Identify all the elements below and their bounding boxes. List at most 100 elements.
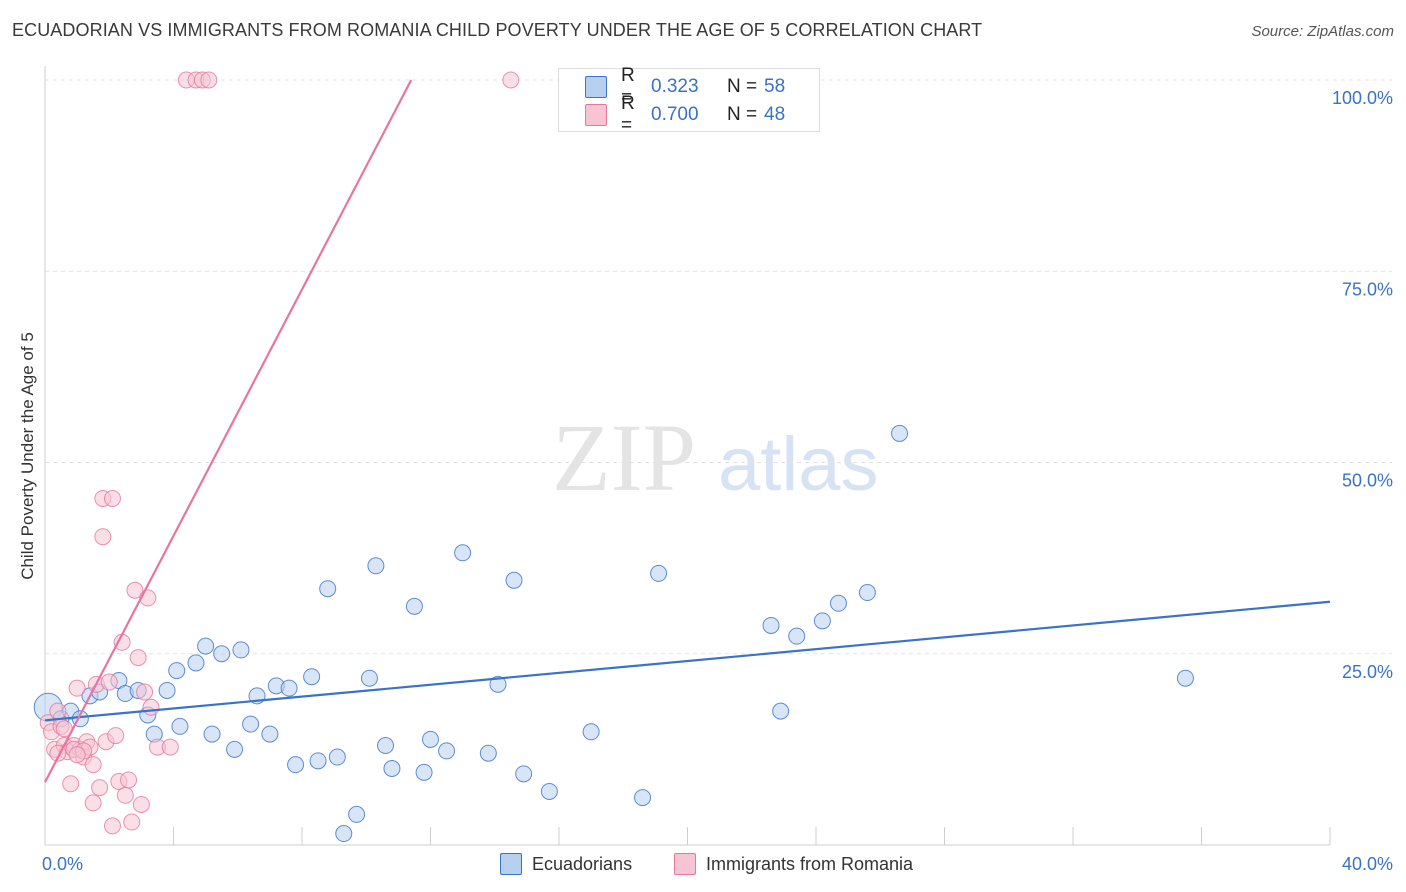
y-tick-label: 100.0% — [1332, 88, 1393, 108]
romania-point — [100, 673, 118, 691]
romania-trend-line — [44, 79, 413, 783]
ecuadorian-point — [309, 752, 327, 770]
romania-point — [142, 698, 160, 716]
ecuadorian-point — [171, 717, 189, 735]
romania-point — [123, 813, 141, 831]
ecuadorian-point — [634, 789, 652, 807]
blue-swatch-icon — [500, 853, 522, 875]
ecuadorian-trend-line — [44, 600, 1331, 722]
ecuadorian-point — [348, 805, 366, 823]
romania-point — [136, 683, 154, 701]
romania-point — [84, 794, 102, 812]
romania-point — [161, 738, 179, 756]
romania-point — [49, 702, 67, 720]
ecuadorian-point — [489, 675, 507, 693]
blue-swatch-icon — [585, 76, 607, 98]
tick-labels: 25.0% 50.0% 75.0% 100.0% 0.0% 40.0% — [42, 88, 1393, 874]
trend-lines — [44, 79, 1331, 783]
romania-point — [91, 779, 109, 797]
pink-swatch-icon — [674, 853, 696, 875]
ecuadorian-point — [829, 594, 847, 612]
ecuadorian-point — [891, 424, 909, 442]
ecuadorian-point — [479, 744, 497, 762]
legend-row-ecuadorians: R = 0.323 N = 58 — [585, 65, 786, 108]
romania-point — [502, 71, 520, 89]
ecuadorian-point — [203, 725, 221, 743]
ecuadorian-point — [367, 557, 385, 575]
ecuadorian-point — [762, 616, 780, 634]
ecuadorian-point — [168, 662, 186, 680]
romania-point — [132, 795, 150, 813]
r-value: 0.700 — [651, 104, 699, 125]
ecuadorian-point — [287, 756, 305, 774]
r-value: 0.323 — [651, 76, 699, 97]
legend-row-romania: R = 0.700 N = 48 — [585, 93, 786, 136]
chart-title: ECUADORIAN VS IMMIGRANTS FROM ROMANIA CH… — [12, 20, 983, 40]
romania-point — [107, 727, 125, 745]
y-tick-label: 50.0% — [1342, 471, 1393, 491]
x-tick-label-min: 0.0% — [42, 854, 83, 874]
ecuadorian-point — [360, 669, 378, 687]
ecuadorian-point — [582, 723, 600, 741]
romania-point — [62, 775, 80, 793]
ecuadorian-point — [438, 742, 456, 760]
n-label: N = — [727, 76, 758, 97]
n-value: 48 — [764, 104, 786, 125]
source-label: Source: ZipAtlas.com — [1251, 23, 1394, 40]
romania-point — [103, 489, 121, 507]
watermark-atlas: atlas — [718, 422, 879, 507]
ecuadorian-point — [232, 641, 250, 659]
ecuadorian-point — [280, 679, 298, 697]
ecuadorian-point — [303, 668, 321, 686]
series-romania — [39, 71, 520, 835]
ecuadorian-point — [377, 737, 395, 755]
romania-point — [84, 756, 102, 774]
ecuadorian-point — [813, 612, 831, 630]
x-tick-label-max: 40.0% — [1342, 854, 1393, 874]
ecuadorian-point — [158, 681, 176, 699]
ecuadorian-point — [650, 564, 668, 582]
gridlines — [45, 79, 1392, 655]
romania-point — [120, 771, 138, 789]
ecuadorian-point — [454, 544, 472, 562]
ecuadorian-point — [319, 580, 337, 598]
romania-point — [68, 746, 86, 764]
n-label: N = — [727, 104, 758, 125]
watermark-zip: ZIP — [552, 404, 696, 511]
ecuadorian-point — [405, 597, 423, 615]
ecuadorian-point — [213, 645, 231, 663]
ecuadorian-point — [505, 571, 523, 589]
legend-item-romania: Immigrants from Romania — [674, 852, 913, 876]
pink-swatch-icon — [585, 104, 607, 126]
n-value: 58 — [764, 76, 786, 97]
ecuadorian-point — [422, 730, 439, 748]
ecuadorian-point — [415, 763, 433, 781]
romania-point — [94, 528, 112, 546]
ecuadorian-point — [261, 725, 279, 743]
romania-point — [68, 679, 86, 697]
ecuadorian-point — [226, 740, 244, 758]
ecuadorian-point — [540, 782, 558, 800]
romania-point — [103, 817, 121, 835]
ecuadorian-point — [187, 654, 205, 672]
legend-item-ecuadorians: Ecuadorians — [500, 852, 632, 876]
romania-point — [126, 581, 144, 599]
ecuadorian-point — [197, 637, 215, 655]
ecuadorian-point — [1176, 669, 1194, 687]
ecuadorian-point — [242, 715, 260, 733]
ecuadorian-point — [858, 584, 876, 602]
ecuadorian-point — [383, 760, 401, 777]
ecuadorian-point — [788, 627, 806, 645]
romania-point — [129, 649, 147, 667]
y-tick-label: 25.0% — [1342, 662, 1393, 682]
ecuadorian-point — [328, 748, 346, 766]
legend-label: Ecuadorians — [532, 853, 633, 874]
legend-label: Immigrants from Romania — [706, 853, 914, 874]
ecuadorian-point — [515, 765, 533, 783]
ecuadorian-point — [335, 825, 353, 843]
r-label: R = — [621, 93, 635, 136]
r-label: R = — [621, 65, 635, 108]
romania-point — [116, 786, 134, 804]
y-axis-label: Child Poverty Under the Age of 5 — [18, 332, 37, 580]
